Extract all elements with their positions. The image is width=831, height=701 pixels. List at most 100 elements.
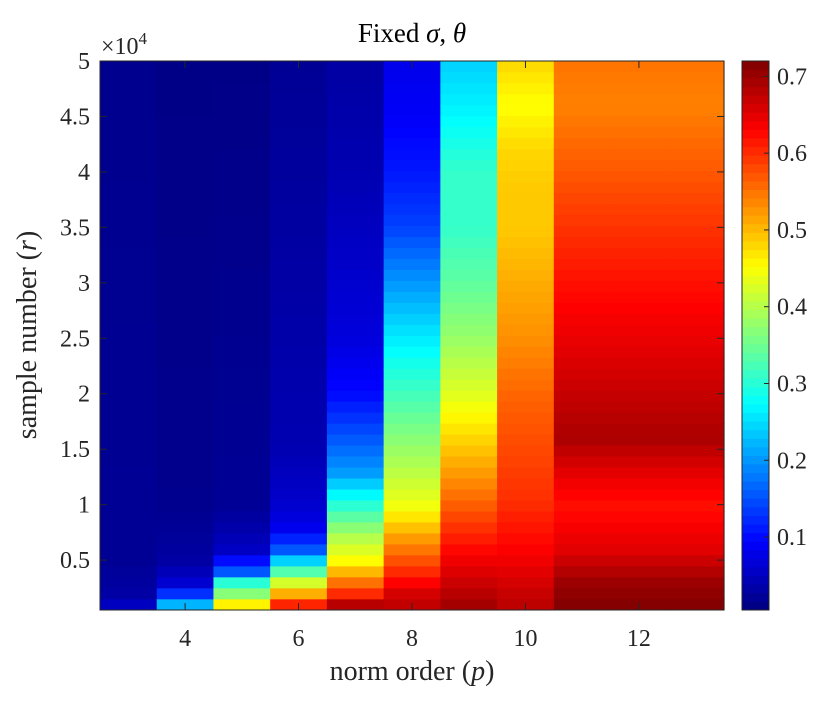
heatmap-cell: [497, 466, 555, 479]
heatmap-cell: [326, 192, 385, 205]
heatmap-cell: [270, 214, 328, 226]
heatmap-cell: [553, 499, 612, 512]
heatmap-cell: [497, 390, 555, 402]
heatmap-cell: [497, 159, 555, 172]
heatmap-cell: [270, 466, 328, 479]
heatmap-cell: [610, 521, 668, 534]
heatmap-cell: [440, 280, 498, 292]
heatmap-cell: [326, 445, 385, 457]
heatmap-cell: [156, 357, 215, 369]
heatmap-cell: [213, 401, 271, 413]
heatmap-cell: [497, 71, 555, 84]
heatmap-cell: [213, 225, 271, 237]
heatmap-cell: [383, 477, 441, 490]
y-multiplier: ×104: [101, 29, 148, 60]
heatmap-cell: [100, 269, 158, 281]
colorbar-step: [742, 541, 769, 551]
heatmap-cell: [326, 401, 385, 413]
x-tick-label: 6: [293, 626, 305, 652]
heatmap-cell: [156, 499, 215, 512]
heatmap-cell: [383, 203, 441, 216]
heatmap-cell: [610, 159, 668, 172]
heatmap-cell: [497, 203, 555, 216]
heatmap-cell: [553, 280, 612, 292]
heatmap-cell: [383, 269, 441, 281]
heatmap-cell: [156, 401, 215, 413]
heatmap-cell: [213, 203, 271, 216]
heatmap-cell: [553, 192, 612, 205]
heatmap-cell: [270, 280, 328, 292]
heatmap-cell: [326, 302, 385, 314]
heatmap-cell: [270, 159, 328, 172]
heatmap-cell: [667, 148, 725, 161]
heatmap-cell: [156, 434, 215, 446]
heatmap-cell: [440, 137, 498, 150]
heatmap-cell: [213, 335, 271, 347]
heatmap-cell: [270, 499, 328, 512]
heatmap-cell: [667, 203, 725, 216]
heatmap-cell: [497, 181, 555, 194]
heatmap-cell: [213, 488, 271, 501]
heatmap-cell: [213, 236, 271, 248]
heatmap-cell: [270, 115, 328, 128]
colorbar-step: [742, 523, 769, 534]
heatmap-cell: [383, 335, 441, 347]
heatmap-cell: [383, 236, 441, 248]
heatmap-cell: [610, 82, 668, 95]
heatmap-cell: [100, 203, 158, 216]
heatmap-cell: [497, 455, 555, 468]
heatmap-cell: [440, 60, 498, 73]
heatmap-cell: [156, 126, 215, 139]
heatmap-cell: [667, 477, 725, 490]
heatmap-cell: [156, 455, 215, 468]
heatmap-cell: [383, 258, 441, 270]
heatmap-cell: [326, 258, 385, 270]
heatmap-cell: [100, 115, 158, 128]
heatmap-cell: [156, 510, 215, 523]
colorbar-step: [742, 163, 769, 173]
colorbar-step: [742, 249, 769, 259]
heatmap-cell: [326, 368, 385, 380]
heatmap-cell: [440, 71, 498, 84]
heatmap-cell: [383, 71, 441, 84]
heatmap-cell: [156, 291, 215, 303]
heatmap-cell: [326, 434, 385, 446]
heatmap-cell: [326, 225, 385, 237]
colorbar-step: [742, 120, 769, 130]
colorbar-step: [742, 129, 769, 139]
heatmap-cell: [497, 148, 555, 161]
y-tick-label: 4.5: [60, 104, 90, 130]
heatmap-cell: [553, 510, 612, 523]
heatmap-cell: [100, 445, 158, 457]
colorbar-step: [742, 369, 769, 379]
heatmap-cell: [440, 445, 498, 457]
heatmap-cell: [440, 521, 498, 534]
heatmap-cell: [213, 302, 271, 314]
heatmap-cell: [667, 335, 725, 347]
heatmap-cell: [667, 313, 725, 325]
heatmap-cell: [100, 170, 158, 183]
heatmap-cell: [553, 390, 612, 402]
heatmap-cell: [383, 401, 441, 413]
heatmap-cell: [326, 115, 385, 128]
heatmap-cell: [497, 192, 555, 205]
colorbar-step: [742, 309, 769, 319]
colorbar-step: [742, 318, 769, 328]
heatmap-cell: [553, 302, 612, 314]
heatmap-cell: [326, 466, 385, 479]
heatmap-cell: [213, 412, 271, 424]
heatmap-cell: [497, 565, 555, 578]
heatmap-cell: [383, 423, 441, 435]
heatmap-cell: [326, 532, 385, 545]
heatmap-cell: [213, 214, 271, 226]
heatmap-cell: [270, 368, 328, 380]
heatmap-cell: [213, 192, 271, 205]
colorbar-step: [742, 532, 769, 542]
colorbar-step: [742, 438, 769, 448]
heatmap-cell: [270, 225, 328, 237]
heatmap-cell: [553, 60, 612, 73]
heatmap-cell: [497, 368, 555, 380]
colorbar-step: [742, 429, 769, 439]
heatmap-cell: [440, 148, 498, 161]
heatmap-cell: [667, 280, 725, 292]
